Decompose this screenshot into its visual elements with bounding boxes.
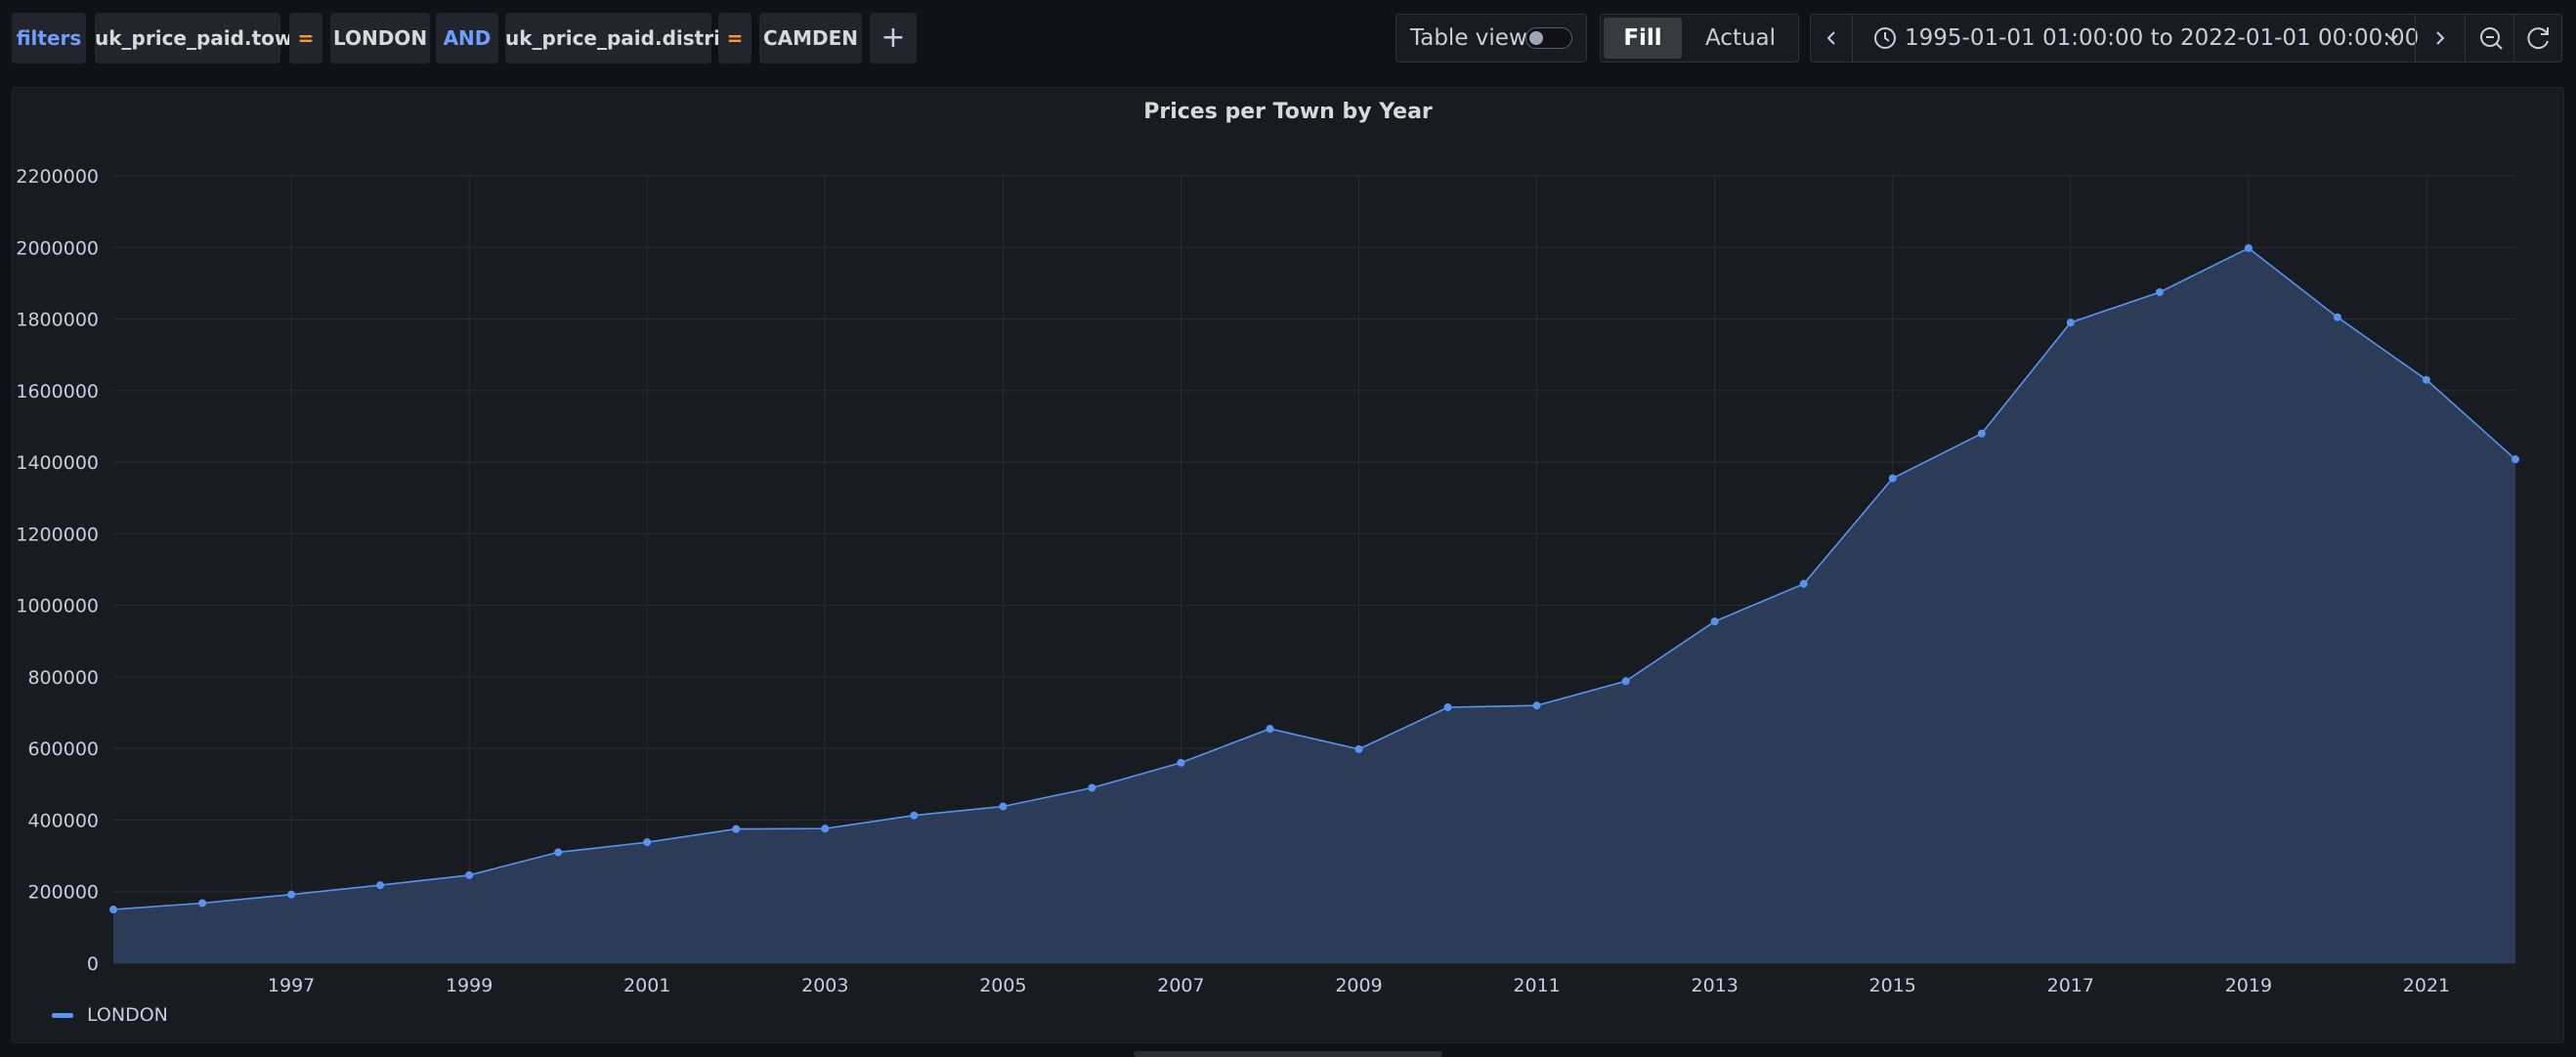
- clock-icon: [1874, 27, 1896, 49]
- y-tick-label: 800000: [27, 667, 99, 689]
- data-point-2017: [2066, 318, 2075, 327]
- data-point-2006: [1088, 783, 1096, 792]
- x-tick-label: 1999: [446, 975, 493, 996]
- refresh-icon: [2527, 27, 2549, 50]
- filter-value-london[interactable]: LONDON: [330, 13, 430, 63]
- filter-toolbar: filters uk_price_paid.town = LONDON AND …: [0, 0, 2576, 76]
- x-tick-label: 1997: [268, 975, 315, 996]
- data-point-2022: [2512, 455, 2519, 464]
- toggle-knob: [1529, 31, 1543, 45]
- data-point-2013: [1710, 617, 1719, 626]
- time-range-picker-button[interactable]: 1995-01-01 01:00:00 to 2022-01-01 00:00:…: [1853, 15, 2419, 62]
- time-range-text: 1995-01-01 01:00:00 to 2022-01-01 00:00:…: [1905, 25, 2420, 51]
- chevron-down-icon: [2386, 34, 2398, 42]
- zoom-out-icon: [2480, 27, 2503, 50]
- data-point-2004: [910, 811, 919, 820]
- chart-panel: Prices per Town by Year 0 200000 400000 600…: [12, 87, 2564, 1043]
- y-tick-label: 1000000: [16, 596, 99, 617]
- y-tick-label: 2200000: [16, 166, 99, 188]
- time-range-forward-button[interactable]: [2416, 15, 2465, 62]
- data-point-2012: [1621, 677, 1630, 686]
- data-point-2001: [643, 838, 652, 847]
- data-point-1997: [287, 890, 296, 899]
- data-point-2021: [2422, 375, 2430, 384]
- data-point-2003: [821, 824, 830, 833]
- filters-label[interactable]: filters: [12, 13, 86, 63]
- series-area-fill: [113, 248, 2515, 963]
- y-tick-label: 400000: [27, 810, 99, 831]
- add-filter-button[interactable]: +: [870, 13, 917, 63]
- panel-title: Prices per Town by Year: [1143, 100, 1433, 124]
- y-tick-label: 2000000: [16, 237, 99, 259]
- table-view-label: Table view: [1410, 25, 1527, 51]
- data-point-2015: [1888, 474, 1897, 483]
- data-point-2016: [1977, 429, 1986, 438]
- zoom-out-button[interactable]: [2466, 15, 2518, 62]
- legend[interactable]: LONDON: [52, 1002, 168, 1028]
- data-point-2019: [2244, 244, 2253, 253]
- data-point-2002: [732, 824, 741, 833]
- legend-label: LONDON: [87, 1004, 168, 1026]
- filter-value-camden[interactable]: CAMDEN: [759, 13, 862, 63]
- y-tick-label: 1400000: [16, 452, 99, 474]
- refresh-button[interactable]: [2513, 14, 2562, 63]
- data-point-2005: [999, 802, 1008, 811]
- chevron-left-icon: [1826, 31, 1835, 45]
- x-tick-label: 2019: [2225, 975, 2272, 996]
- x-tick-label: 2001: [623, 975, 670, 996]
- data-point-2009: [1354, 744, 1363, 753]
- chevron-right-icon: [2436, 31, 2445, 45]
- x-tick-label: 2003: [801, 975, 848, 996]
- actual-button[interactable]: Actual: [1704, 25, 1777, 51]
- data-point-1996: [198, 899, 207, 908]
- time-picker: 1995-01-01 01:00:00 to 2022-01-01 00:00:…: [1810, 14, 2519, 63]
- time-range-back-button[interactable]: [1811, 15, 1852, 62]
- fill-button[interactable]: Fill: [1604, 18, 1682, 59]
- x-tick-label: 2021: [2403, 975, 2450, 996]
- filter-conjunction-and[interactable]: AND: [436, 13, 498, 63]
- filter-key-town[interactable]: uk_price_paid.town: [95, 13, 307, 63]
- x-tick-label: 2017: [2047, 975, 2094, 996]
- series-line: [112, 247, 2516, 910]
- data-point-2007: [1177, 758, 1185, 767]
- data-point-2020: [2333, 313, 2341, 321]
- data-point-2018: [2155, 288, 2164, 297]
- x-tick-label: 2013: [1691, 975, 1738, 996]
- fill-mode-segmented-control: Fill Actual: [1600, 14, 1799, 63]
- filter-operator-equals-2[interactable]: =: [718, 13, 751, 63]
- x-tick-label: 2007: [1157, 975, 1204, 996]
- y-tick-label: 200000: [27, 882, 99, 904]
- y-tick-label: 1600000: [16, 381, 99, 402]
- x-tick-label: 2009: [1335, 975, 1382, 996]
- data-point-1998: [376, 881, 385, 890]
- data-point-2000: [554, 848, 563, 857]
- y-tick-label: 1200000: [16, 524, 99, 545]
- filter-key-district[interactable]: uk_price_paid.district: [505, 13, 741, 63]
- data-point-1999: [465, 870, 474, 879]
- filter-operator-equals[interactable]: =: [289, 13, 322, 63]
- data-point-2011: [1532, 701, 1541, 710]
- table-view-toggle-box[interactable]: Table view: [1395, 14, 1587, 63]
- x-tick-label: 2015: [1869, 975, 1916, 996]
- y-tick-label: 600000: [27, 739, 99, 760]
- area-chart: 0 200000 400000 600000 800000 1000000 1200000 1…: [16, 166, 2519, 996]
- x-tick-label: 2011: [1513, 975, 1560, 996]
- data-point-2010: [1443, 703, 1452, 712]
- data-point-2014: [1799, 579, 1808, 588]
- y-tick-label: 0: [87, 953, 99, 975]
- scrollbar-thumb[interactable]: [1134, 1051, 1442, 1057]
- data-point-2008: [1266, 725, 1274, 734]
- table-view-switch[interactable]: [1525, 27, 1572, 49]
- y-tick-label: 1800000: [16, 310, 99, 331]
- legend-swatch: [52, 1013, 73, 1018]
- data-point-1995: [109, 906, 117, 914]
- x-tick-label: 2005: [979, 975, 1026, 996]
